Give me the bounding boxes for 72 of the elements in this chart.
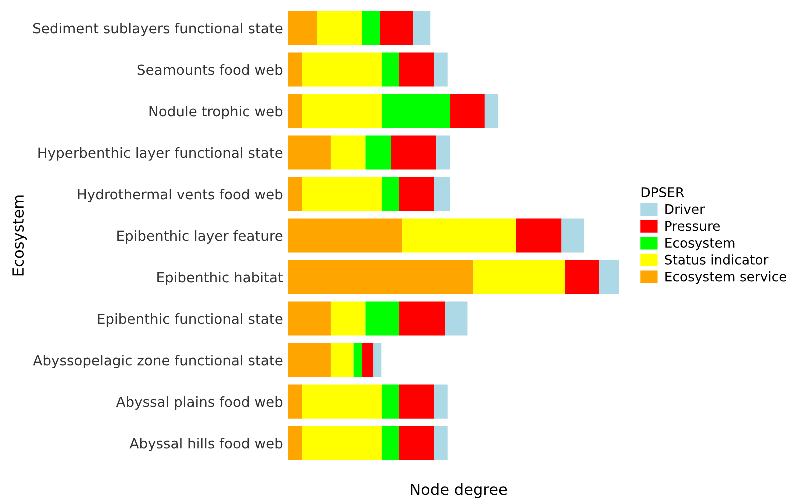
bar bbox=[380, 11, 414, 46]
bar bbox=[445, 302, 468, 336]
legend-label: Pressure bbox=[666, 221, 720, 232]
bar bbox=[330, 302, 366, 336]
y-tick-label: Hyperbenthic layer functional state bbox=[38, 147, 283, 161]
bar bbox=[399, 52, 434, 87]
bar bbox=[391, 136, 437, 170]
bar bbox=[288, 260, 474, 294]
bar bbox=[288, 218, 402, 253]
bar bbox=[562, 218, 584, 253]
bar bbox=[288, 136, 331, 170]
bar bbox=[288, 177, 302, 212]
bar bbox=[366, 302, 400, 336]
legend-label: Status indicator bbox=[665, 254, 769, 265]
bar bbox=[302, 52, 382, 87]
bar bbox=[302, 426, 382, 460]
legend-label: Ecosystem bbox=[666, 238, 735, 251]
bar bbox=[400, 302, 446, 336]
bar bbox=[288, 384, 302, 419]
bar bbox=[434, 426, 448, 460]
bar bbox=[382, 426, 400, 460]
bar bbox=[382, 384, 400, 419]
bar bbox=[302, 177, 382, 212]
bar bbox=[413, 11, 431, 46]
bar bbox=[317, 11, 362, 46]
y-tick-label: Epibenthic layer feature bbox=[118, 230, 283, 244]
bar bbox=[302, 94, 382, 128]
bar bbox=[516, 218, 562, 253]
bar bbox=[288, 426, 302, 460]
bar bbox=[399, 384, 434, 419]
legend-title: DPSER bbox=[642, 187, 684, 198]
legend-label: Driver bbox=[666, 204, 705, 214]
y-tick-label: Abyssopelagic zone functional state bbox=[33, 355, 283, 368]
bar bbox=[599, 260, 620, 294]
bar bbox=[288, 343, 331, 378]
bar bbox=[450, 94, 485, 128]
bar bbox=[382, 94, 450, 128]
bar bbox=[288, 94, 302, 128]
y-tick-label: Nodule trophic web bbox=[150, 106, 283, 120]
bar bbox=[399, 426, 434, 460]
bar bbox=[484, 94, 499, 128]
y-tick-label: Hydrothermal vents food web bbox=[78, 188, 283, 202]
y-axis-title: Ecosystem bbox=[12, 196, 28, 276]
bar bbox=[565, 260, 600, 294]
y-tick-label: Abyssal plains food web bbox=[116, 396, 283, 410]
bar bbox=[362, 343, 374, 378]
x-axis-title: Node degree bbox=[411, 484, 508, 498]
bar bbox=[382, 52, 400, 87]
bar bbox=[288, 52, 302, 87]
bar bbox=[382, 177, 400, 212]
bar bbox=[362, 11, 380, 46]
bar bbox=[374, 343, 382, 378]
y-tick-label: Epibenthic functional state bbox=[98, 314, 283, 327]
bar bbox=[474, 260, 566, 294]
y-tick-label: Seamounts food web bbox=[138, 64, 283, 76]
y-tick-label: Sediment sublayers functional state bbox=[33, 22, 283, 36]
y-tick-label: Epibenthic habitat bbox=[158, 272, 284, 286]
legend-label: Ecosystem service bbox=[666, 272, 786, 284]
bar bbox=[288, 302, 331, 336]
bar bbox=[366, 136, 392, 170]
bar bbox=[330, 343, 354, 378]
bar bbox=[354, 343, 362, 378]
y-tick-label: Abyssal hills food web bbox=[130, 438, 283, 452]
bar bbox=[436, 136, 450, 170]
bar bbox=[434, 52, 448, 87]
bar bbox=[402, 218, 516, 253]
bar bbox=[302, 384, 382, 419]
bar bbox=[399, 177, 434, 212]
bar bbox=[434, 177, 450, 212]
bar bbox=[330, 136, 366, 170]
bar bbox=[288, 11, 318, 46]
bar bbox=[434, 384, 448, 419]
